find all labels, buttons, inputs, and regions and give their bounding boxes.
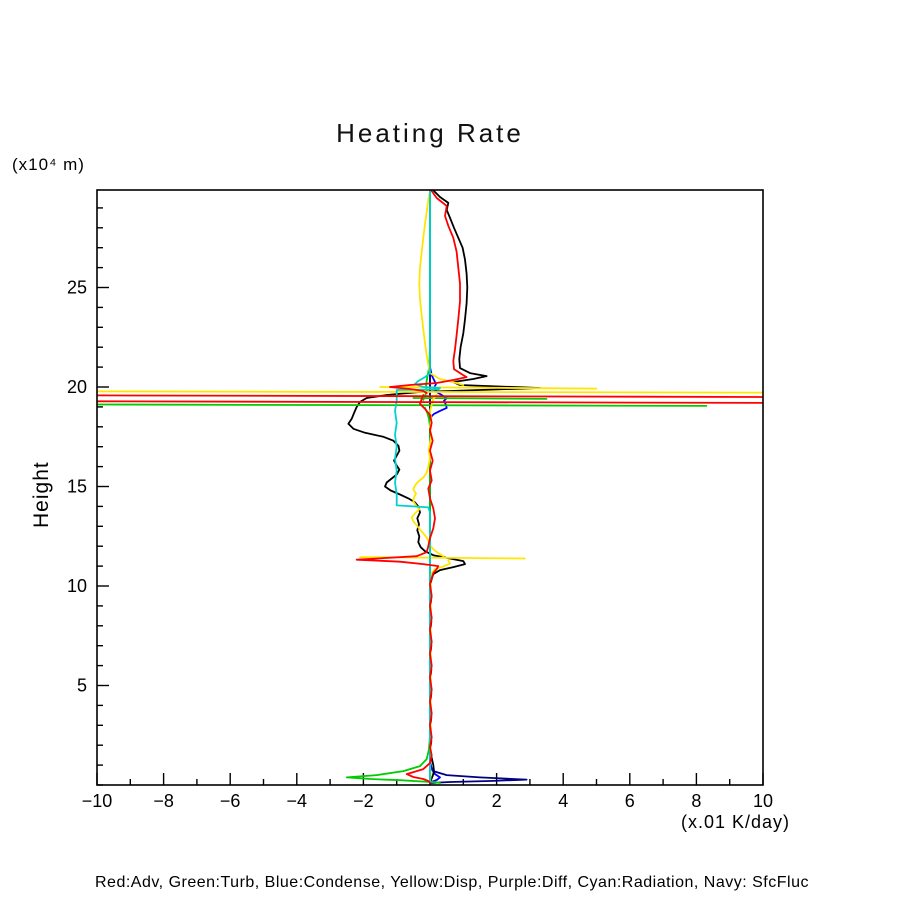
y-tick-label: 5	[77, 676, 87, 696]
y-tick-label: 10	[67, 576, 87, 596]
y-axis-unit-label: (x10⁴ m)	[12, 155, 85, 174]
series-line-condense	[429, 190, 448, 784]
x-tick-label: −10	[82, 791, 113, 811]
series-line-turb	[412, 397, 548, 400]
x-tick-label: 0	[425, 791, 435, 811]
series-line-turb	[97, 403, 708, 407]
x-tick-label: −4	[287, 791, 308, 811]
chart-legend: Red:Adv, Green:Turb, Blue:Condense, Yell…	[95, 874, 809, 891]
chart-title: Heating Rate	[336, 118, 524, 148]
series-line-adv	[97, 400, 763, 404]
plot-frame	[96, 189, 764, 786]
x-tick-label: 2	[492, 791, 502, 811]
x-tick-label: −2	[353, 791, 374, 811]
series-line-sfcfluc	[429, 190, 528, 784]
y-tick-label: 25	[67, 278, 87, 298]
y-tick-label: 20	[67, 377, 87, 397]
series-line-adv	[97, 394, 763, 398]
series-line-disp	[429, 559, 451, 783]
x-tick-label: 8	[691, 791, 701, 811]
series-line-radiation	[394, 190, 441, 784]
series-line-disp	[379, 386, 598, 390]
x-tick-label: 6	[625, 791, 635, 811]
series-line-disp	[410, 394, 445, 558]
x-tick-label: −6	[220, 791, 241, 811]
x-tick-label: 4	[558, 791, 568, 811]
y-tick-label: 15	[67, 477, 87, 497]
series-line-adv	[389, 190, 468, 394]
series-line-turb	[345, 407, 441, 784]
series-line-disp	[418, 190, 465, 386]
series-line-total	[347, 190, 541, 784]
x-tick-label: 10	[753, 791, 773, 811]
series-line-disp	[97, 390, 763, 394]
series-group	[97, 190, 763, 784]
series-line-adv	[355, 394, 440, 784]
x-tick-label: −8	[153, 791, 174, 811]
x-axis-unit-label: (x.01 K/day)	[680, 812, 790, 832]
